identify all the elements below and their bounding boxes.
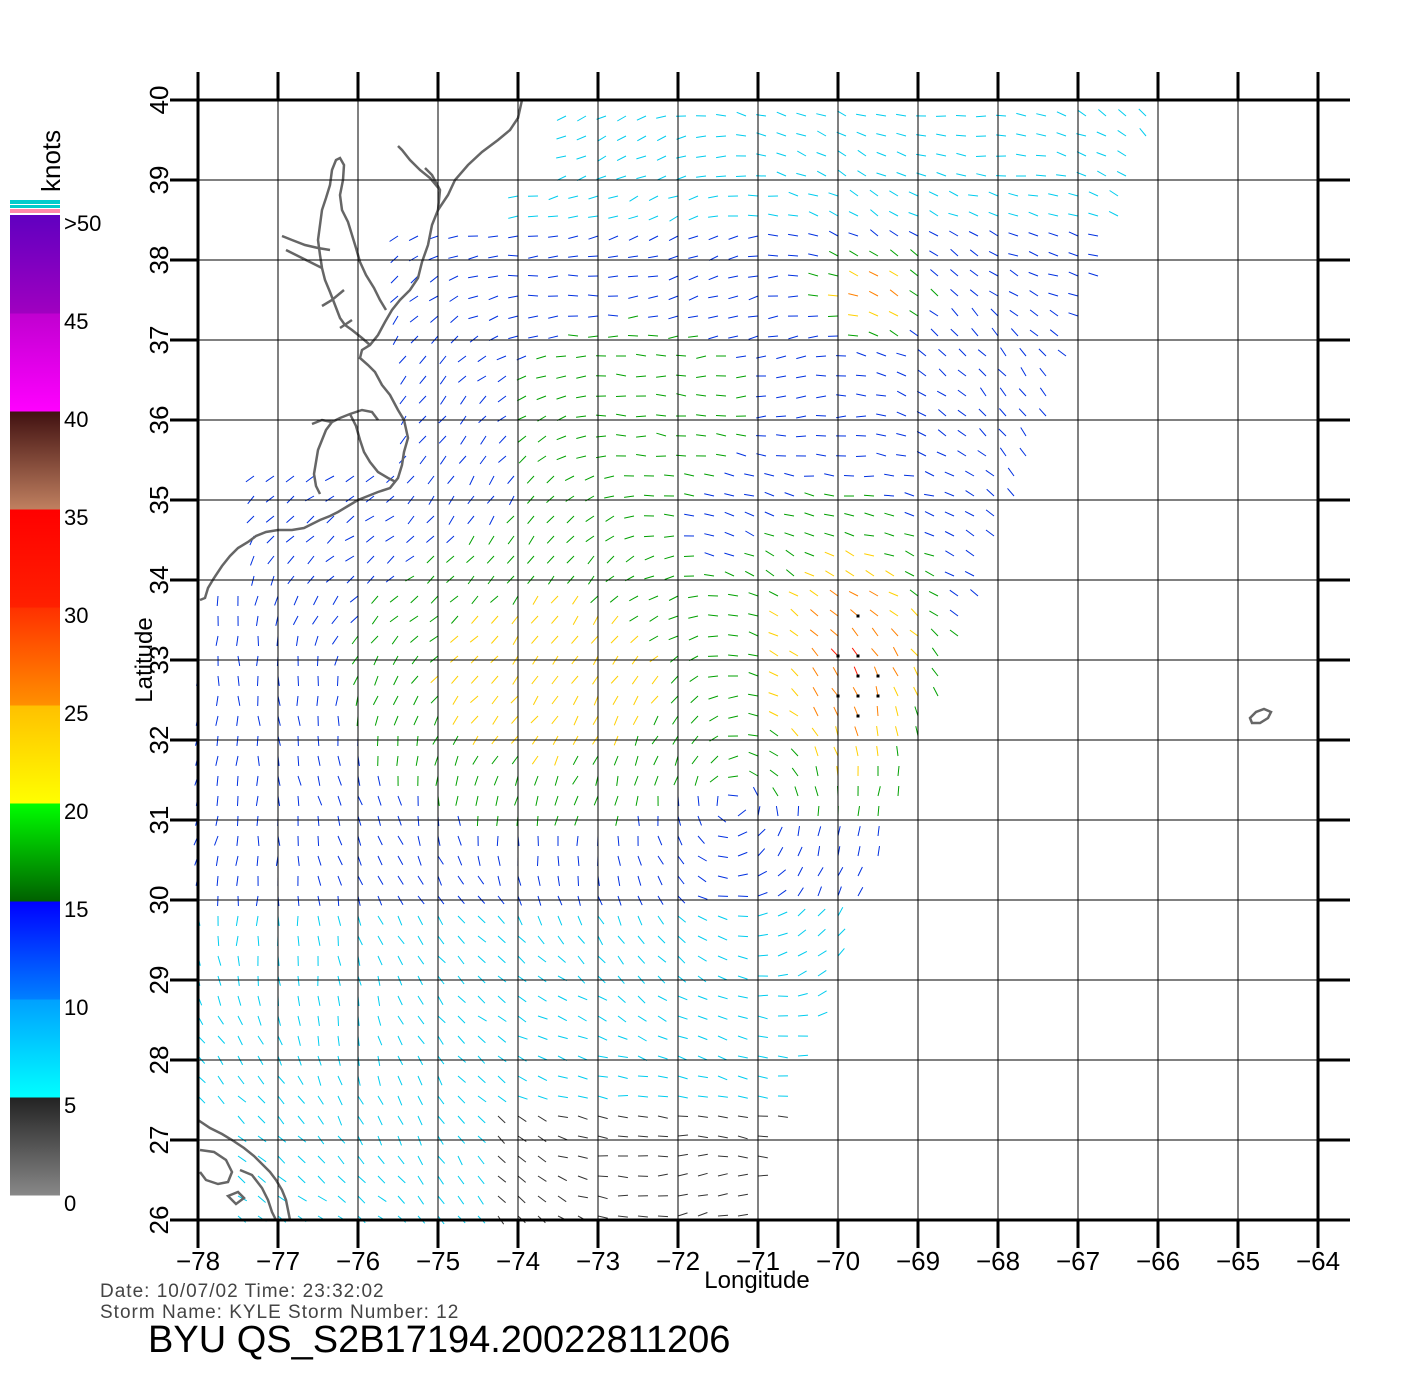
map-plot-area: −78 −77 −76 −75 −74 −73 −72 −71 −70 −69 −68 −67 −66 −…	[131, 72, 1350, 1294]
lat-tick-label: 28	[144, 1046, 174, 1075]
map-frame	[170, 72, 1350, 1248]
legend-band-45-50	[10, 215, 60, 314]
legend-label: 45	[64, 309, 88, 334]
lat-tick-label: 39	[144, 166, 174, 195]
footer-product-title: BYU QS_S2B17194.20022811206	[148, 1319, 730, 1361]
coastline-chesapeake	[281, 156, 388, 346]
footer: Date: 10/07/02 Time: 23:32:02 Storm Name…	[100, 1281, 730, 1361]
legend-label: 35	[64, 505, 88, 530]
legend-label: 10	[64, 995, 88, 1020]
lon-tick-label: −65	[1216, 1246, 1260, 1276]
footer-storm-info: Storm Name: KYLE Storm Number: 12	[100, 1302, 459, 1323]
lon-tick-label: −69	[896, 1246, 940, 1276]
legend-label: 15	[64, 897, 88, 922]
lat-tick-label: 40	[144, 86, 174, 115]
lat-tick-label: 32	[144, 726, 174, 755]
legend-label: 40	[64, 407, 88, 432]
legend-band-25-30	[10, 607, 60, 706]
legend-band-20-25	[10, 705, 60, 804]
lon-tick-label: −75	[416, 1246, 460, 1276]
lon-tick-label: −64	[1296, 1246, 1340, 1276]
lat-tick-label: 26	[144, 1206, 174, 1235]
coastline-pamlico	[311, 408, 397, 495]
lat-tick-label: 38	[144, 246, 174, 275]
lon-tick-label: −66	[1136, 1246, 1180, 1276]
y-axis-title: Latitude	[131, 617, 158, 702]
lat-tick-label: 34	[144, 566, 174, 595]
lat-tick-label: 35	[144, 486, 174, 515]
legend-top-mark-pink	[10, 209, 60, 213]
lon-tick-label: −78	[176, 1246, 220, 1276]
lat-tick-label: 33	[144, 646, 174, 675]
wind-vector-layer	[193, 108, 1147, 1225]
legend-top-mark-cyan	[10, 200, 60, 204]
coastline-bermuda	[1248, 707, 1273, 725]
legend-band-30-35	[10, 509, 60, 608]
lon-tick-label: −77	[256, 1246, 300, 1276]
legend-band-0-5	[10, 1097, 60, 1196]
lon-tick-label: −72	[656, 1246, 700, 1276]
legend-unit-label: knots	[36, 130, 66, 192]
coastline-us-east	[199, 99, 524, 602]
footer-date-time: Date: 10/07/02 Time: 23:32:02	[100, 1281, 385, 1302]
coastline-delaware-bay	[397, 145, 442, 211]
legend-label: 5	[64, 1093, 76, 1118]
legend-label: 0	[64, 1191, 76, 1216]
wind-speed-legend: knots >50 45 40 35 30 25 20 15 10 5 0	[10, 130, 101, 1216]
legend-band-10-15	[10, 901, 60, 1000]
coastline-florida-north	[197, 1118, 292, 1221]
lon-tick-label: −71	[736, 1246, 780, 1276]
legend-label: 25	[64, 701, 88, 726]
lon-tick-label: −67	[1056, 1246, 1100, 1276]
lat-tick-label: 37	[144, 326, 174, 355]
lon-tick-label: −70	[816, 1246, 860, 1276]
legend-band-35-40	[10, 411, 60, 510]
coastline-bahamas	[199, 1148, 278, 1221]
lat-tick-label: 30	[144, 886, 174, 915]
legend-label: 30	[64, 603, 88, 628]
legend-top-mark-cyan-2	[10, 205, 60, 208]
lat-tick-label: 29	[144, 966, 174, 995]
legend-label: 20	[64, 799, 88, 824]
lon-tick-label: −74	[496, 1246, 540, 1276]
lat-tick-label: 27	[144, 1126, 174, 1155]
tick-labels: −78 −77 −76 −75 −74 −73 −72 −71 −70 −69 −68 −67 −66 −…	[144, 86, 1340, 1276]
lat-tick-label: 31	[144, 806, 174, 835]
lon-tick-label: −73	[576, 1246, 620, 1276]
lon-tick-label: −76	[336, 1246, 380, 1276]
x-axis-title: Longitude	[704, 1267, 809, 1294]
lat-tick-label: 36	[144, 406, 174, 435]
legend-band-15-20	[10, 803, 60, 902]
legend-band-5-10	[10, 999, 60, 1098]
lat-lon-grid	[170, 72, 1350, 1248]
lon-tick-label: −68	[976, 1246, 1020, 1276]
legend-label: >50	[64, 211, 101, 236]
legend-band-40-45	[10, 313, 60, 412]
